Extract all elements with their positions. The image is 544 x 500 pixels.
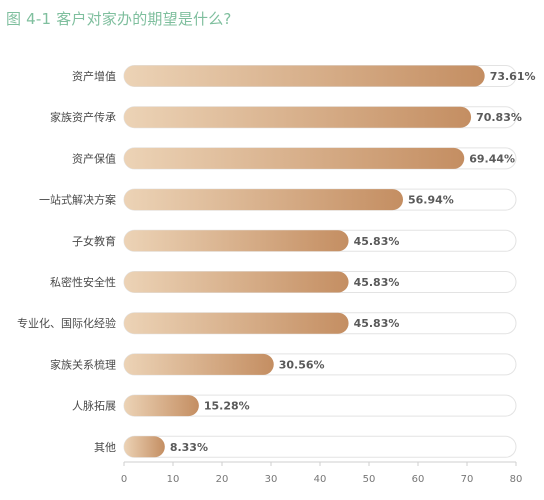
x-tick-label: 60 <box>412 474 425 485</box>
bar <box>124 353 274 375</box>
bar <box>124 436 165 458</box>
bar <box>124 65 485 87</box>
value-label: 45.83% <box>354 235 400 248</box>
value-label: 45.83% <box>354 276 400 289</box>
x-tick-label: 70 <box>461 474 474 485</box>
bar <box>124 271 349 293</box>
category-label: 其他 <box>94 441 116 454</box>
value-label: 30.56% <box>279 358 325 371</box>
x-tick-label: 30 <box>265 474 278 485</box>
value-label: 15.28% <box>204 400 250 413</box>
x-tick-label: 20 <box>216 474 229 485</box>
bar <box>124 230 349 252</box>
value-label: 56.94% <box>408 194 454 207</box>
value-label: 8.33% <box>170 441 208 454</box>
bar <box>124 147 465 169</box>
chart-title: 图 4-1 客户对家办的期望是什么? <box>6 10 232 28</box>
category-label: 资产增值 <box>72 69 116 83</box>
category-label: 一站式解决方案 <box>39 193 116 207</box>
x-tick-label: 50 <box>363 474 376 485</box>
category-label: 私密性安全性 <box>50 275 116 289</box>
value-label: 45.83% <box>354 317 400 330</box>
value-label: 73.61% <box>490 70 536 83</box>
category-label: 家族关系梳理 <box>50 357 116 371</box>
bar <box>124 395 199 417</box>
bar <box>124 106 472 128</box>
bar <box>124 189 404 211</box>
category-label: 子女教育 <box>72 234 116 248</box>
category-label: 专业化、国际化经验 <box>17 316 116 330</box>
category-label: 资产保值 <box>72 151 116 165</box>
bar <box>124 312 349 334</box>
x-tick-label: 0 <box>121 474 127 485</box>
x-tick-label: 80 <box>510 474 523 485</box>
value-label: 69.44% <box>469 152 515 165</box>
value-label: 70.83% <box>476 111 522 124</box>
category-label: 人脉拓展 <box>72 399 116 413</box>
x-tick-label: 10 <box>167 474 180 485</box>
category-label: 家族资产传承 <box>50 110 116 124</box>
x-tick-label: 40 <box>314 474 327 485</box>
